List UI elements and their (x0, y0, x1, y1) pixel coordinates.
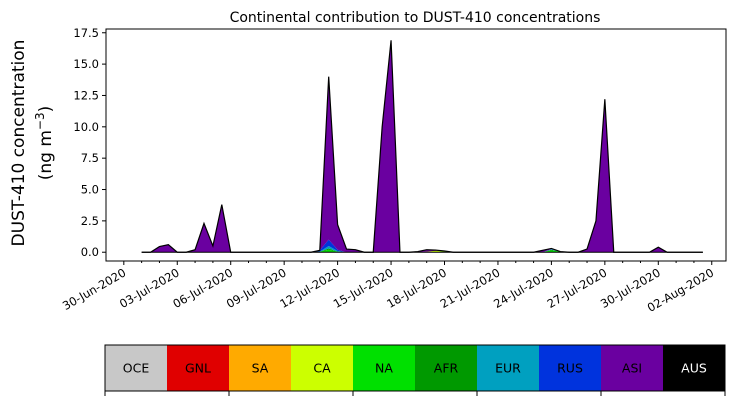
y-tick-label: 15.0 (73, 57, 99, 71)
x-tick-label: 12-Jul-2020 (277, 265, 342, 310)
legend-label-ca: CA (313, 361, 331, 376)
legend-swatch-gnl (167, 345, 230, 391)
x-axis-ticks: 30-Jun-202003-Jul-202006-Jul-202009-Jul-… (60, 261, 716, 315)
x-tick-label: 18-Jul-2020 (384, 265, 449, 310)
x-tick-label: 21-Jul-2020 (438, 265, 503, 310)
legend-swatch-oce (105, 345, 168, 391)
legend-label-na: NA (375, 361, 393, 376)
y-tick-label: 2.5 (81, 214, 99, 228)
y-tick-label: 0.0 (81, 245, 99, 259)
x-tick-label: 03-Jul-2020 (117, 265, 182, 310)
y-tick-label: 10.0 (73, 120, 99, 134)
continent-legend-colorbar: OCE GNL SA CA NA AFR EUR RUS ASI AUS (104, 344, 726, 396)
y-axis-label-close: ) (36, 106, 56, 113)
y-axis-label-line1: DUST-410 concentration (9, 40, 29, 247)
legend-label-afr: AFR (434, 361, 459, 376)
legend-label-eur: EUR (495, 361, 521, 376)
area-aus (141, 40, 703, 253)
y-tick-label: 7.5 (81, 151, 99, 165)
legend-label-aus: AUS (681, 361, 707, 376)
legend-swatch-aus (663, 345, 726, 391)
y-tick-label: 12.5 (73, 88, 99, 102)
legend-label-oce: OCE (123, 361, 150, 376)
legend-label-rus: RUS (557, 361, 583, 376)
legend-label-sa: SA (252, 361, 269, 376)
x-tick-label: 06-Jul-2020 (170, 265, 235, 310)
y-axis-label-exponent: −3 (33, 112, 47, 130)
y-tick-label: 17.5 (73, 26, 99, 40)
chart-title: Continental contribution to DUST-410 con… (230, 10, 601, 26)
legend-label-gnl: GNL (185, 361, 211, 376)
y-axis-label-unit: (ng m (36, 130, 56, 180)
total-outline (141, 40, 703, 253)
y-axis-label-line2: (ng m−3) (33, 106, 56, 181)
legend-swatch-rus (539, 345, 602, 391)
y-tick-label: 5.0 (81, 183, 99, 197)
x-tick-label: 27-Jul-2020 (545, 265, 610, 310)
legend-swatch-eur (477, 345, 540, 391)
legend-swatch-na (353, 345, 416, 391)
legend-swatch-asi (601, 345, 664, 391)
legend-swatch-ca (291, 345, 354, 391)
legend-swatch-sa (229, 345, 292, 391)
legend-frame (104, 344, 726, 392)
x-tick-label: 30-Jun-2020 (60, 265, 128, 313)
area-asi (141, 40, 703, 253)
x-tick-label: 09-Jul-2020 (224, 265, 289, 310)
x-tick-label: 15-Jul-2020 (331, 265, 396, 310)
legend-label-asi: ASI (622, 361, 642, 376)
y-axis-label: DUST-410 concentration (ng m−3) (9, 40, 56, 247)
y-axis-ticks: 0.0 2.5 5.0 7.5 10.0 12.5 15.0 17.5 (73, 26, 106, 259)
x-tick-label: 24-Jul-2020 (491, 265, 556, 310)
legend-swatch-afr (415, 345, 478, 391)
stacked-areas (141, 40, 703, 253)
plot-frame (105, 28, 727, 262)
